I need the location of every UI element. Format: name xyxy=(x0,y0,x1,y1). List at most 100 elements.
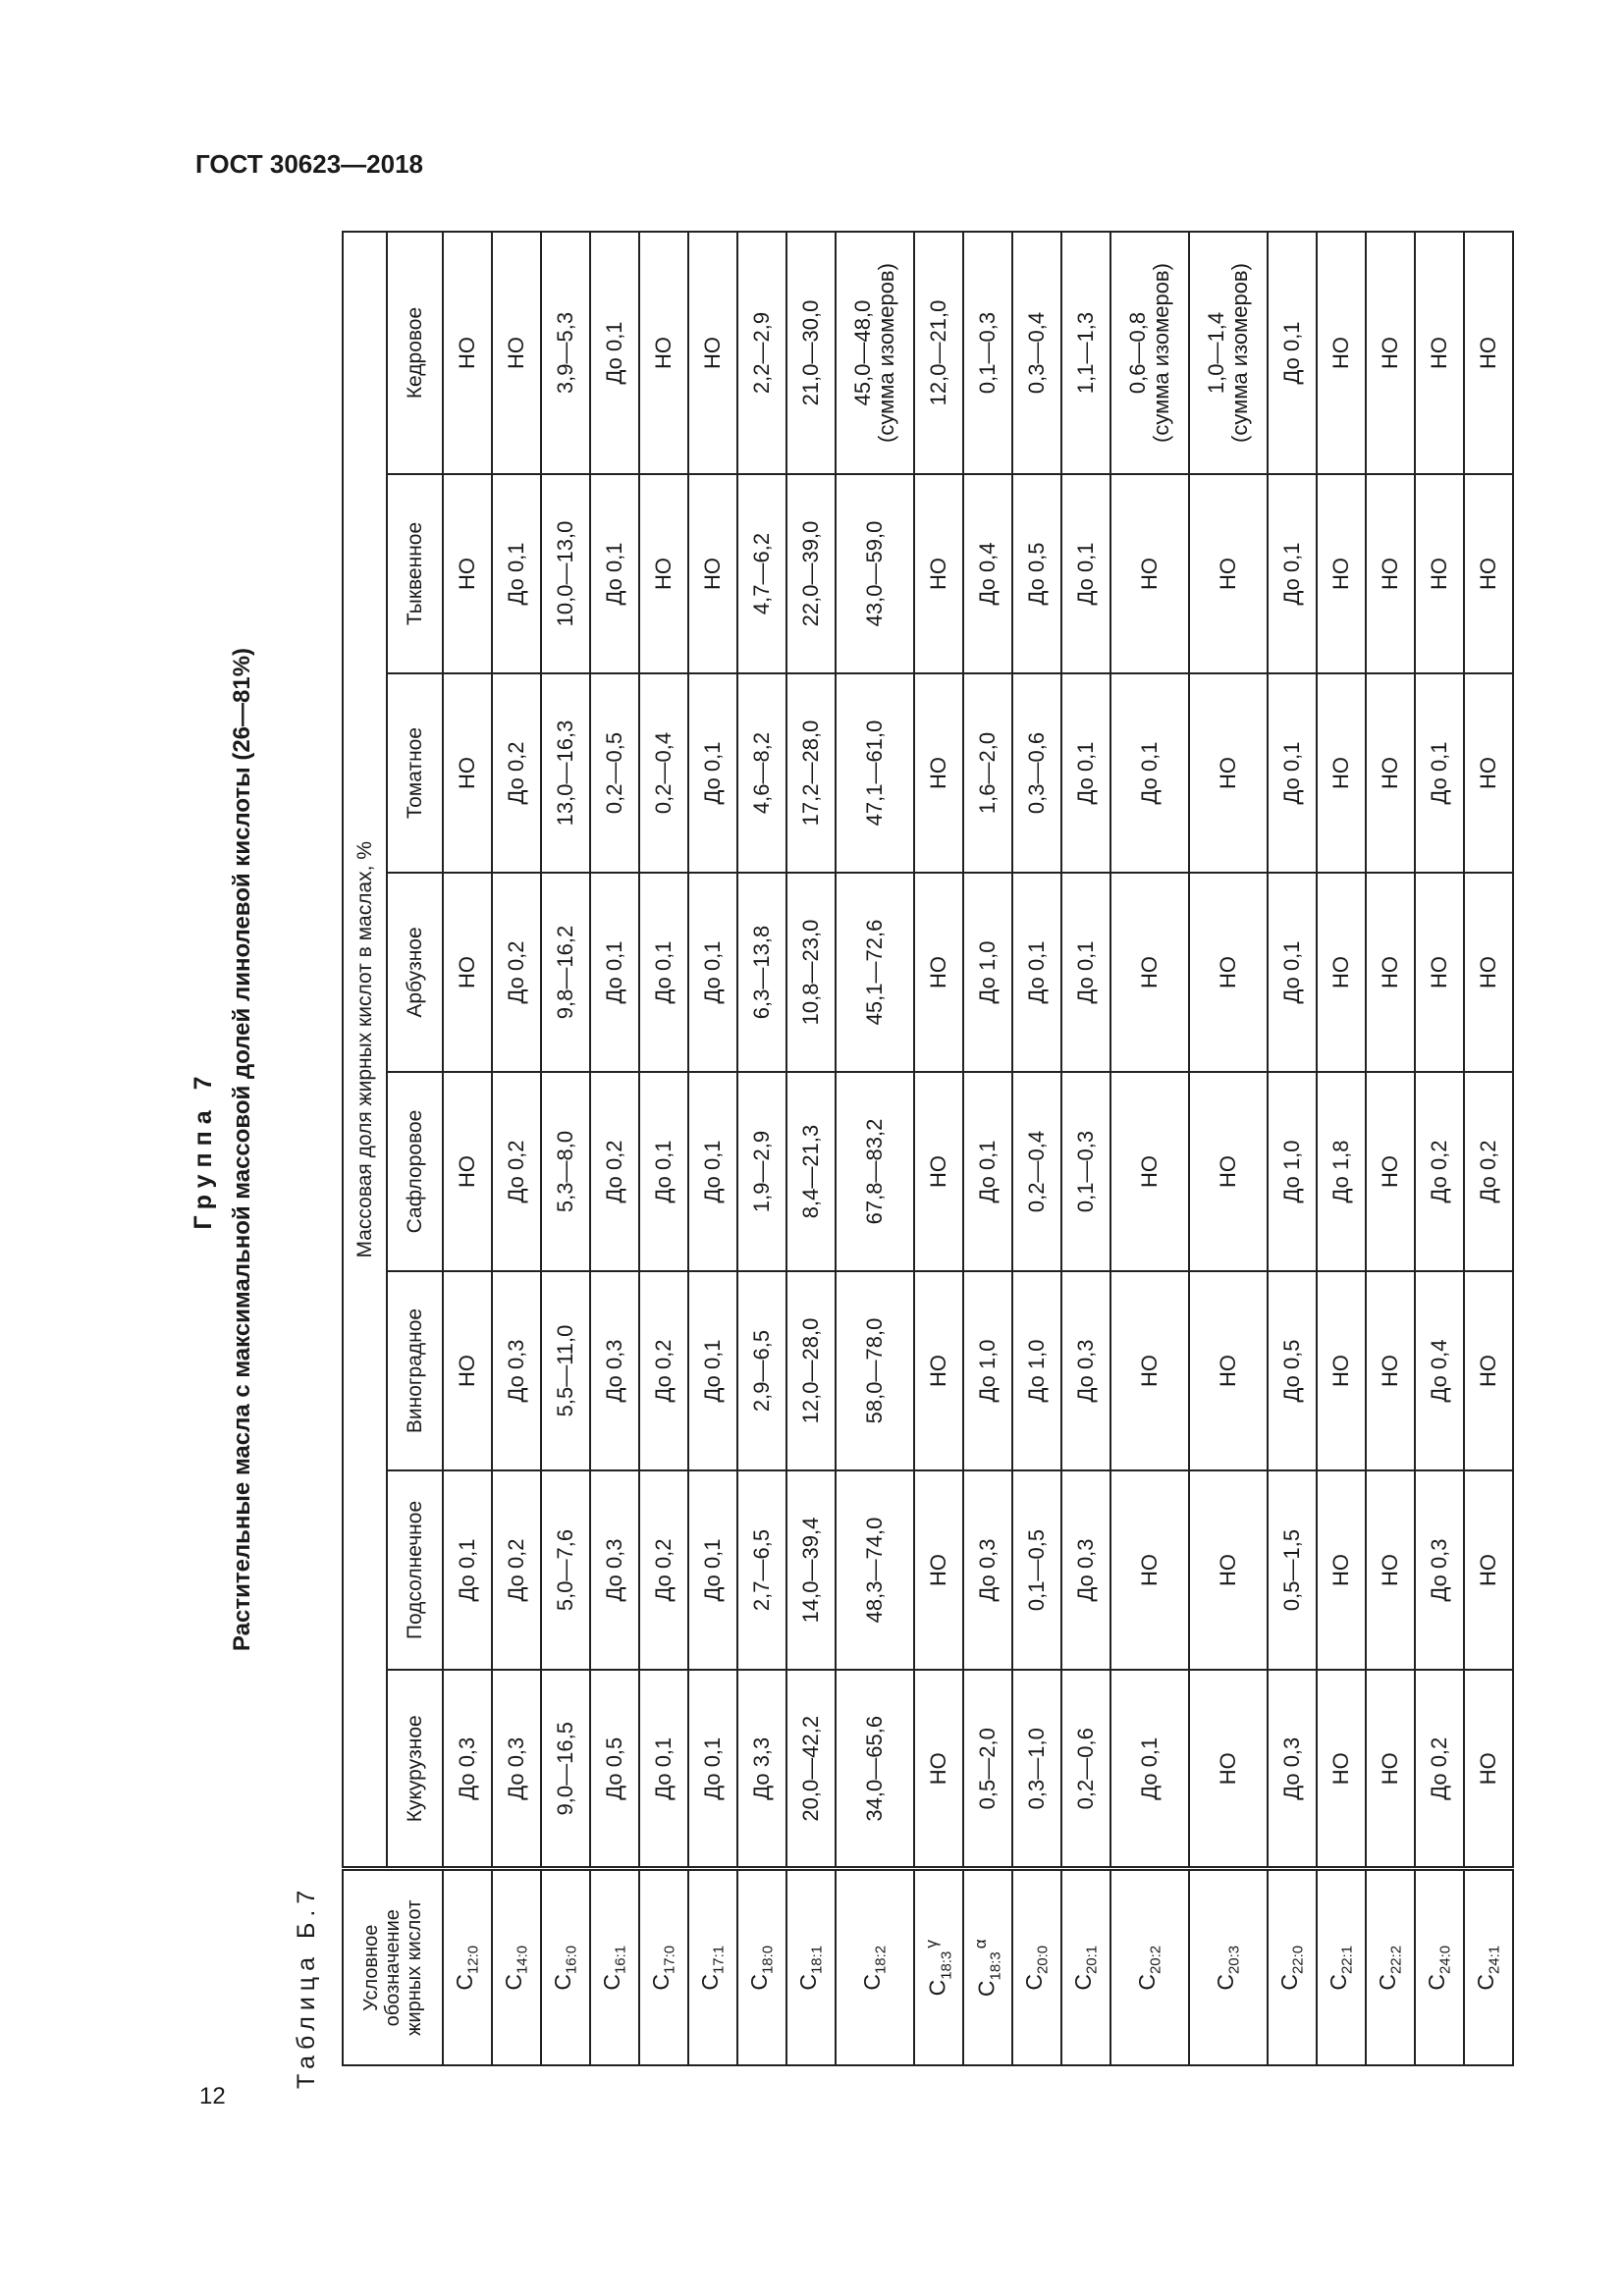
acid-subscript: 24:0 xyxy=(1436,1945,1454,1975)
value-cell: 0,2—0,4 xyxy=(1012,1072,1061,1271)
value-cell: НО xyxy=(688,231,737,474)
value-cell: 48,3—74,0 xyxy=(836,1470,914,1670)
value-cell: До 0,2 xyxy=(1464,1072,1513,1271)
value-cell: 21,0—30,0 xyxy=(786,231,836,474)
fatty-acid-code: C22:0 xyxy=(1268,1869,1317,2065)
value-cell: 0,5—1,5 xyxy=(1268,1470,1317,1670)
value-cell: До 0,2 xyxy=(1415,1670,1464,1869)
value-cell: До 0,3 xyxy=(590,1470,639,1670)
table-row: C14:0 До 0,3 До 0,2 До 0,3 До 0,2 До 0,2 До 0,… xyxy=(492,231,541,2065)
fatty-acid-code: C14:0 xyxy=(492,1869,541,2065)
value-cell: До 0,1 xyxy=(1061,474,1110,673)
value-cell: 12,0—21,0 xyxy=(914,231,963,474)
value-cell: До 0,1 xyxy=(688,673,737,873)
table-row: C18:0 До 3,3 2,7—6,5 2,9—6,5 1,9—2,9 6,3—13,8… xyxy=(737,231,786,2065)
value-cell: 4,7—6,2 xyxy=(737,474,786,673)
acid-subscript: 22:1 xyxy=(1338,1945,1356,1975)
value-cell: До 1,0 xyxy=(963,873,1012,1072)
value-cell: До 0,4 xyxy=(1415,1271,1464,1470)
value-cell: НО xyxy=(1366,1670,1415,1869)
acid-base: C xyxy=(1212,1974,1238,1991)
acid-base: C xyxy=(1374,1974,1400,1991)
value-cell: НО xyxy=(443,1072,492,1271)
acid-base: C xyxy=(696,1974,723,1991)
value-cell: До 0,3 xyxy=(1061,1470,1110,1670)
acid-subscript: 12:0 xyxy=(464,1945,482,1975)
acid-base: C xyxy=(1020,1974,1047,1991)
value-cell: НО xyxy=(443,673,492,873)
value-cell: До 0,1 xyxy=(688,873,737,1072)
value-cell: До 1,0 xyxy=(1012,1271,1061,1470)
code-column-header: Условное обозначение жирных кислот xyxy=(343,1869,443,2065)
value-cell: 47,1—61,0 xyxy=(836,673,914,873)
value-cell: НО xyxy=(1189,673,1268,873)
value-cell: 67,8—83,2 xyxy=(836,1072,914,1271)
table-row: C24:0 До 0,2 До 0,3 До 0,4 До 0,2 НО До 0,1 НО Н… xyxy=(1415,231,1464,2065)
acid-base: C xyxy=(647,1974,674,1991)
value-cell: НО xyxy=(1366,1271,1415,1470)
value-cell: НО xyxy=(1366,1072,1415,1271)
acid-subscript: 18:3 xyxy=(937,1950,954,1980)
value-cell: НО xyxy=(1464,474,1513,673)
value-cell: НО xyxy=(1366,673,1415,873)
value-cell: 12,0—28,0 xyxy=(786,1271,836,1470)
value-cell: НО xyxy=(1415,231,1464,474)
acid-base: C xyxy=(973,1980,1000,1998)
acid-subscript: 18:3 xyxy=(986,1951,1003,1981)
value-cell: НО xyxy=(1366,1470,1415,1670)
acid-base: C xyxy=(745,1974,772,1991)
oil-column-header: Кукурузное xyxy=(387,1670,443,1869)
value-cell: 22,0—39,0 xyxy=(786,474,836,673)
value-cell: До 0,5 xyxy=(590,1670,639,1869)
value-cell: НО xyxy=(1110,1271,1189,1470)
value-cell: До 0,1 xyxy=(639,1670,688,1869)
value-cell: 0,2—0,6 xyxy=(1061,1670,1110,1869)
value-cell: До 0,3 xyxy=(1061,1271,1110,1470)
page-number: 12 xyxy=(199,2083,226,2109)
fatty-acid-code: C22:1 xyxy=(1317,1869,1366,2065)
acid-subscript: 22:2 xyxy=(1387,1945,1405,1975)
fatty-acid-code: C18:3γ xyxy=(914,1869,963,2065)
value-cell: НО xyxy=(443,1271,492,1470)
value-cell: До 0,1 xyxy=(1268,231,1317,474)
fatty-acid-code: C20:0 xyxy=(1012,1869,1061,2065)
acid-subscript: 20:3 xyxy=(1225,1945,1243,1975)
acid-subscript: 14:0 xyxy=(514,1945,531,1975)
value-cell: 14,0—39,4 xyxy=(786,1470,836,1670)
value-cell: До 0,3 xyxy=(492,1271,541,1470)
value-cell: До 0,1 xyxy=(688,1271,737,1470)
acid-subscript: 17:0 xyxy=(661,1945,678,1975)
fatty-acid-code: C12:0 xyxy=(443,1869,492,2065)
fatty-acid-code: C18:1 xyxy=(786,1869,836,2065)
value-cell: До 0,1 xyxy=(443,1470,492,1670)
value-cell: НО xyxy=(914,1670,963,1869)
value-cell: 2,7—6,5 xyxy=(737,1470,786,1670)
acid-subscript: 18:1 xyxy=(808,1945,826,1975)
value-cell: 1,9—2,9 xyxy=(737,1072,786,1271)
value-cell: 1,6—2,0 xyxy=(963,673,1012,873)
acid-subscript: 18:0 xyxy=(759,1945,777,1975)
oil-column-header: Кедровое xyxy=(387,231,443,474)
value-cell: 13,0—16,3 xyxy=(541,673,590,873)
value-cell: НО xyxy=(639,231,688,474)
value-cell: НО xyxy=(1464,231,1513,474)
value-cell: До 0,3 xyxy=(1415,1470,1464,1670)
acid-subscript: 16:1 xyxy=(612,1945,629,1975)
fatty-acid-code: C24:1 xyxy=(1464,1869,1513,2065)
value-cell: До 0,1 xyxy=(1268,474,1317,673)
value-cell: 1,0—1,4 (сумма изомеров) xyxy=(1189,231,1268,474)
value-cell: НО xyxy=(1464,1271,1513,1470)
table-row: C22:0 До 0,3 0,5—1,5 До 0,5 До 1,0 До 0,1 До 0… xyxy=(1268,231,1317,2065)
value-cell: 20,0—42,2 xyxy=(786,1670,836,1869)
value-cell: До 0,2 xyxy=(1415,1072,1464,1271)
value-cell: НО xyxy=(1189,1470,1268,1670)
table-row: C24:1 НО НО НО До 0,2 НО НО НО НО xyxy=(1464,231,1513,2065)
value-cell: До 0,1 xyxy=(492,474,541,673)
value-cell: 5,5—11,0 xyxy=(541,1271,590,1470)
value-cell: НО xyxy=(1366,474,1415,673)
acid-subscript: 17:1 xyxy=(710,1945,728,1975)
acid-base: C xyxy=(1133,1974,1160,1991)
table-row: C16:1 До 0,5 До 0,3 До 0,3 До 0,2 До 0,1 0,2—0… xyxy=(590,231,639,2065)
table-row: C20:0 0,3—1,0 0,1—0,5 До 1,0 0,2—0,4 До 0,1 0,… xyxy=(1012,231,1061,2065)
value-cell: 2,9—6,5 xyxy=(737,1271,786,1470)
